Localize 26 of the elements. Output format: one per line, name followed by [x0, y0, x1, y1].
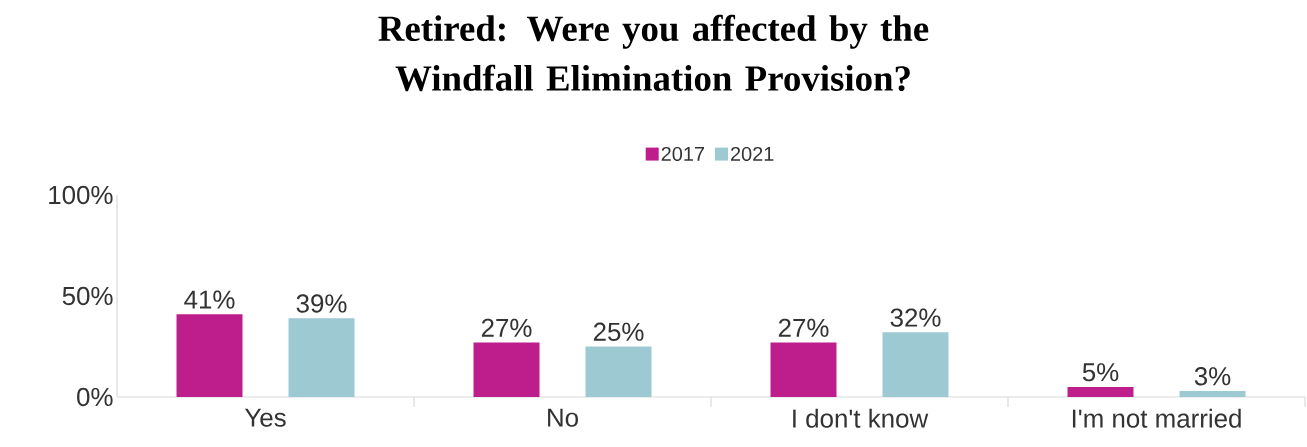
bar — [288, 318, 355, 397]
bar — [882, 332, 949, 397]
data-label: 41% — [184, 290, 235, 309]
bar — [585, 346, 652, 397]
bar — [770, 342, 837, 397]
data-label: 39% — [296, 294, 347, 313]
y-tick-label: 100% — [49, 185, 113, 205]
data-label: 32% — [890, 308, 941, 327]
chart-title: Retired: Were you affected by the Windfall Elimination Provision? — [378, 14, 929, 92]
data-label: 5% — [1082, 363, 1119, 382]
x-tick-label: Yes — [244, 408, 286, 427]
x-tick-label: I'm not married — [1072, 408, 1241, 428]
legend-label: 2017 — [661, 146, 705, 161]
x-tick-label: No — [548, 408, 578, 427]
data-label: 27% — [481, 318, 532, 337]
bar — [1067, 386, 1134, 397]
bar — [176, 314, 243, 397]
y-tick-label: 50% — [62, 286, 113, 306]
data-label: 27% — [778, 318, 829, 337]
bar — [1179, 390, 1246, 397]
data-label: 25% — [593, 322, 644, 341]
data-label: 3% — [1194, 367, 1231, 386]
x-tick-label: I don't know — [793, 408, 929, 428]
bar — [473, 342, 540, 397]
legend-label: 2021 — [731, 146, 774, 161]
y-tick-label: 0% — [77, 387, 113, 407]
